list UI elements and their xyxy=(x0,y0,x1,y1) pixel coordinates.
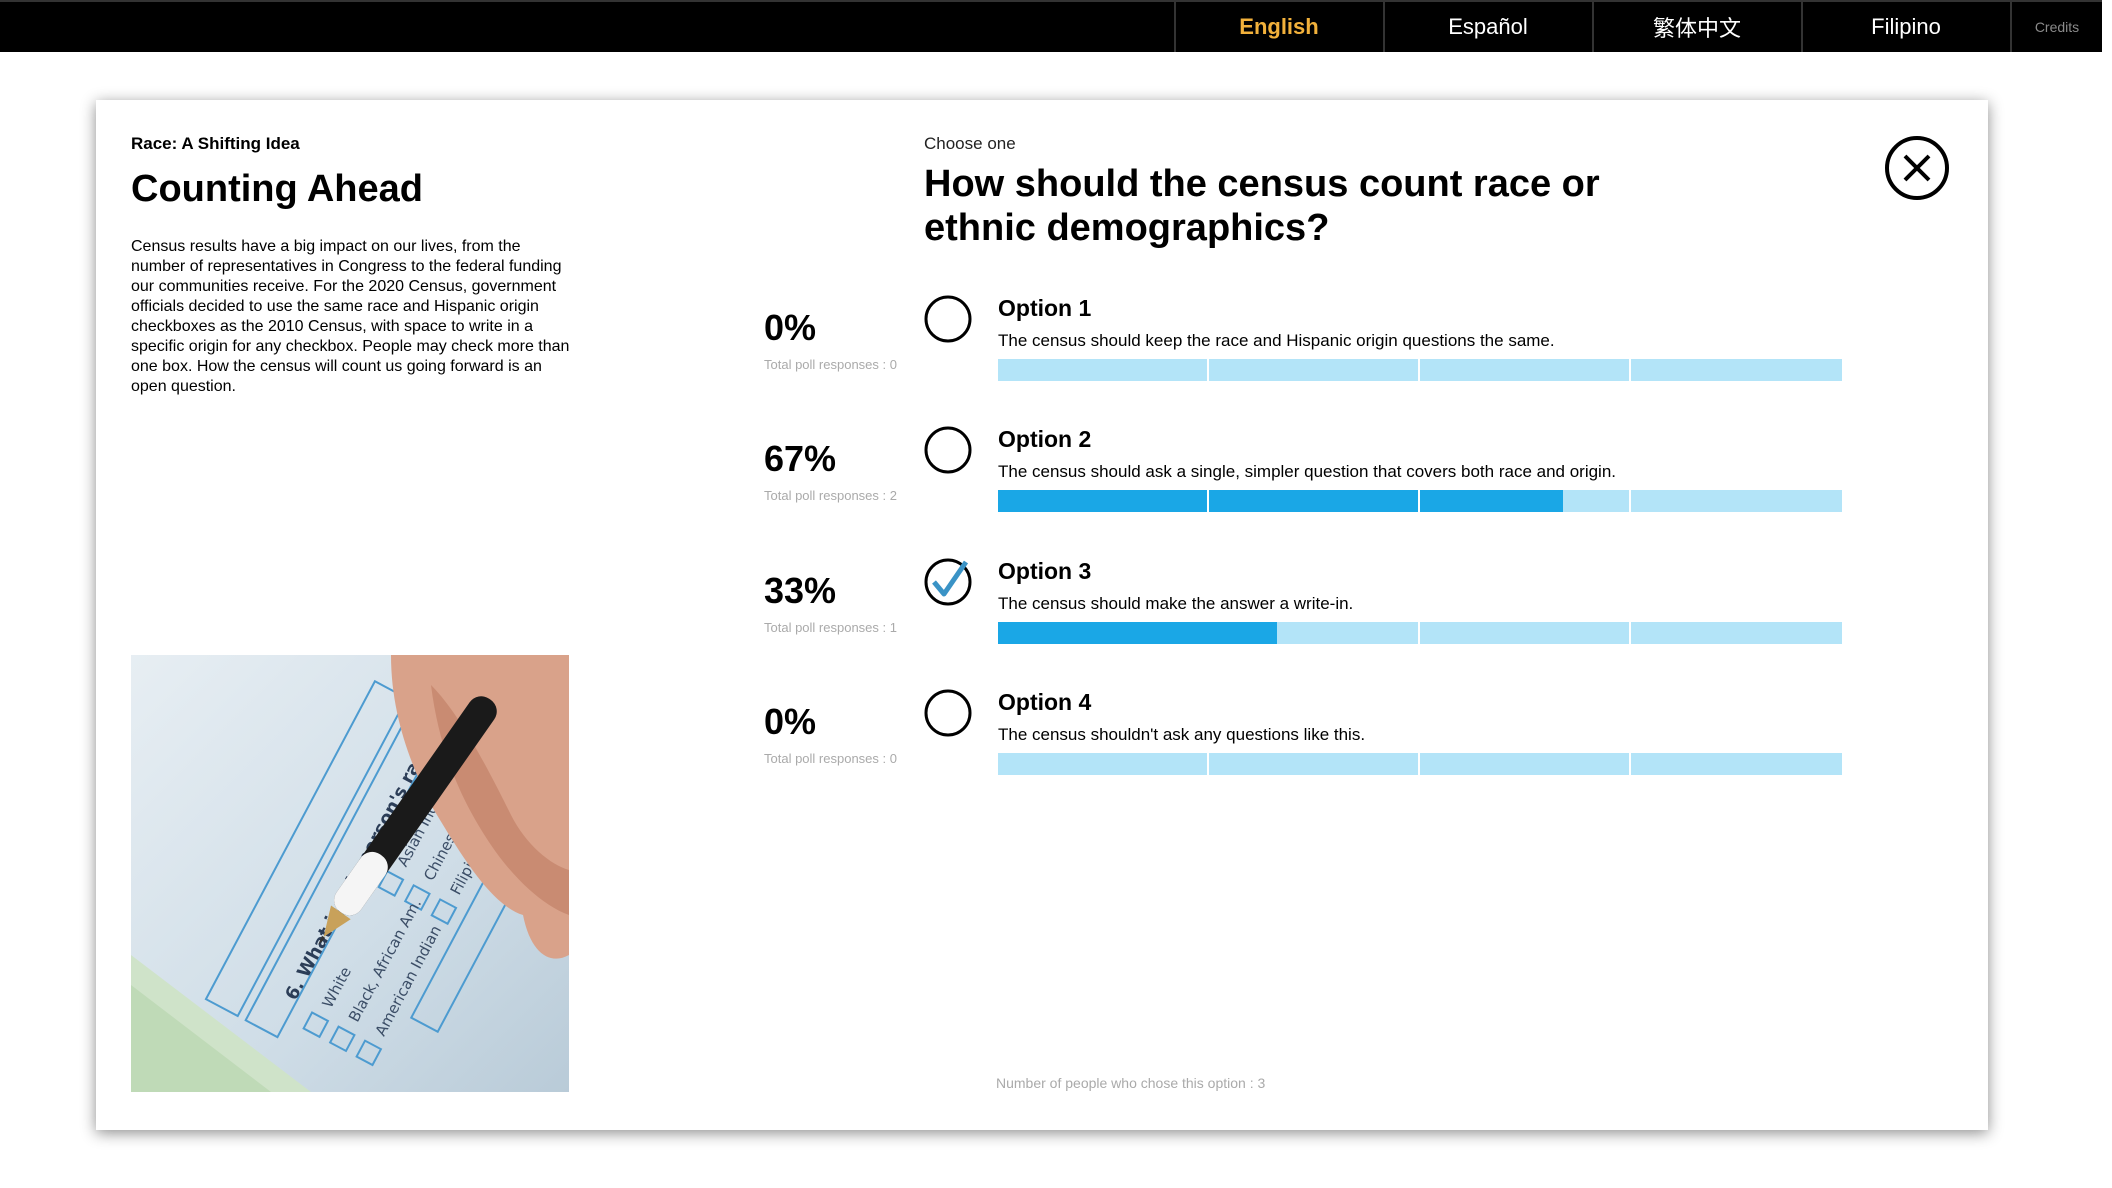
option-description: The census should ask a single, simpler … xyxy=(998,462,1617,481)
option-responses: Total poll responses : 2 xyxy=(764,488,897,503)
tab-chinese[interactable]: 繁体中文 xyxy=(1592,2,1800,52)
option-4-radio[interactable] xyxy=(924,689,972,737)
option-result-bar xyxy=(998,622,1842,644)
bar-divider xyxy=(1629,490,1631,512)
poll-option-1: 0% Total poll responses : 0 Option 1 The… xyxy=(96,295,1988,405)
option-description: The census shouldn't ask any questions l… xyxy=(998,725,1366,744)
bar-divider xyxy=(1207,359,1209,381)
section-kicker: Race: A Shifting Idea xyxy=(131,134,300,153)
close-button[interactable] xyxy=(1885,136,1949,200)
option-result-bar xyxy=(998,490,1842,512)
option-label: Option 3 xyxy=(998,558,1092,584)
poll-card: Race: A Shifting Idea Counting Ahead Cen… xyxy=(96,100,1988,1130)
poll-question: How should the census count race or ethn… xyxy=(924,163,1600,249)
bar-divider xyxy=(1207,753,1209,775)
bar-divider xyxy=(1629,753,1631,775)
option-label: Option 2 xyxy=(998,426,1092,452)
radio-icon xyxy=(924,689,972,737)
bar-divider xyxy=(1418,753,1420,775)
option-label: Option 1 xyxy=(998,295,1092,321)
poll-option-4: 0% Total poll responses : 0 Option 4 The… xyxy=(96,689,1988,799)
option-1-radio[interactable] xyxy=(924,295,972,343)
radio-icon xyxy=(924,426,972,474)
close-icon xyxy=(1885,136,1949,200)
census-form-photo: 6. What is this person's race? White Bla… xyxy=(131,655,569,1092)
checkmark-icon xyxy=(924,558,972,606)
credits-link[interactable]: Credits xyxy=(2010,2,2102,52)
bar-divider xyxy=(1629,622,1631,644)
option-result-fill xyxy=(998,490,1564,512)
option-3-radio[interactable] xyxy=(924,558,972,606)
bar-divider xyxy=(1207,490,1209,512)
option-result-bar xyxy=(998,753,1842,775)
tab-english[interactable]: English xyxy=(1174,2,1382,52)
option-label: Option 4 xyxy=(998,689,1092,715)
bar-divider xyxy=(1418,490,1420,512)
option-percent: 0% xyxy=(764,307,817,348)
bar-divider xyxy=(1629,359,1631,381)
option-result-bar xyxy=(998,359,1842,381)
total-count-label: Number of people who chose this option :… xyxy=(996,1075,1266,1091)
option-2-radio[interactable] xyxy=(924,426,972,474)
language-bar: English Español 繁体中文 Filipino Credits xyxy=(0,0,2102,52)
option-description: The census should keep the race and Hisp… xyxy=(998,331,1555,350)
option-percent: 0% xyxy=(764,701,817,742)
option-responses: Total poll responses : 0 xyxy=(764,357,897,372)
option-description: The census should make the answer a writ… xyxy=(998,594,1354,613)
tab-espanol[interactable]: Español xyxy=(1383,2,1591,52)
tab-filipino[interactable]: Filipino xyxy=(1801,2,2009,52)
option-result-fill xyxy=(998,622,1277,644)
page-title: Counting Ahead xyxy=(131,168,423,210)
poll-option-3: 33% Total poll responses : 1 Option 3 Th… xyxy=(96,558,1988,668)
option-percent: 67% xyxy=(764,438,837,479)
option-percent: 33% xyxy=(764,570,837,611)
radio-icon xyxy=(924,295,972,343)
bar-divider xyxy=(1418,622,1420,644)
intro-paragraph: Census results have a big impact on our … xyxy=(131,238,570,395)
choose-one-label: Choose one xyxy=(924,134,1016,153)
option-responses: Total poll responses : 0 xyxy=(764,751,897,766)
option-responses: Total poll responses : 1 xyxy=(764,620,897,635)
bar-divider xyxy=(1418,359,1420,381)
poll-option-2: 67% Total poll responses : 2 Option 2 Th… xyxy=(96,426,1988,536)
